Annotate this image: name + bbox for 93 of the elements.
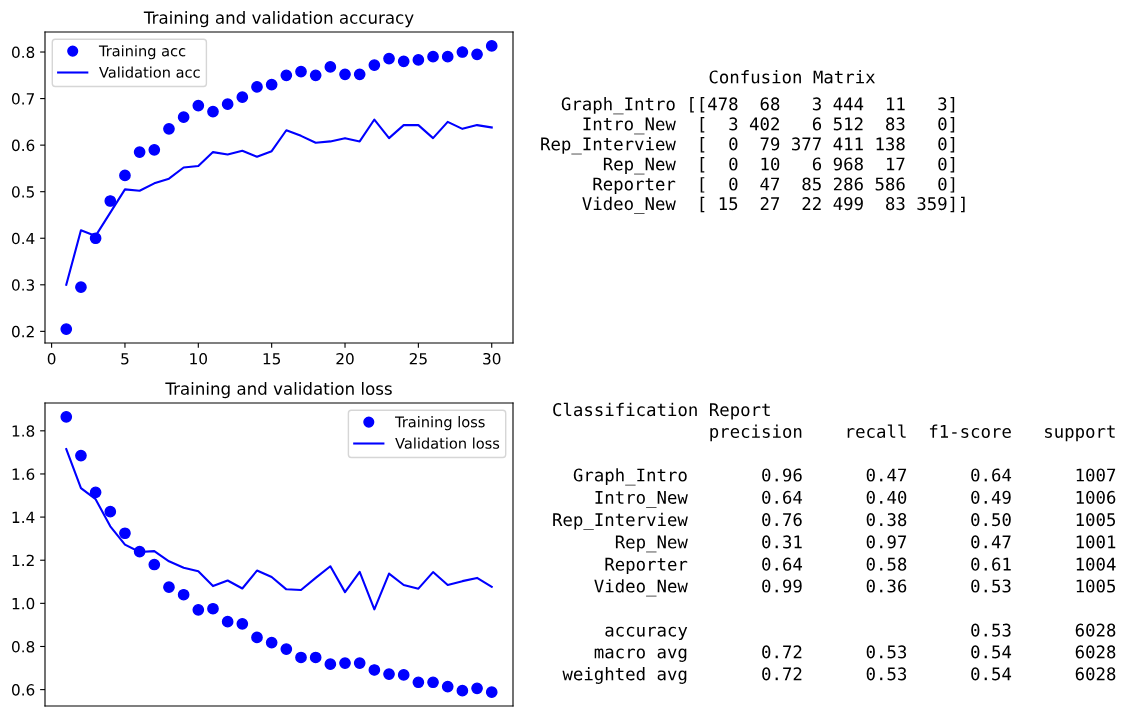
point: [177, 111, 190, 124]
y-tick-label: 0.6: [11, 684, 35, 696]
point: [353, 68, 366, 81]
y-tick-label: 0.8: [11, 46, 35, 59]
y-tick-label: 1.8: [12, 425, 35, 437]
point: [397, 55, 410, 68]
chart-title: Training and validation loss: [165, 382, 392, 399]
point: [309, 69, 322, 82]
legend-label: Validation acc: [99, 66, 200, 78]
legend-label: Training acc: [98, 45, 186, 60]
point: [280, 643, 293, 655]
point: [251, 631, 263, 644]
point: [295, 651, 307, 664]
point: [133, 146, 146, 158]
chart-title: Training and validation accuracy: [143, 11, 414, 28]
point: [177, 588, 190, 601]
point: [383, 52, 395, 65]
point: [265, 636, 278, 649]
point: [427, 676, 439, 689]
y-tick-label: 1.4: [12, 511, 35, 523]
y-tick-label: 0.6: [11, 139, 35, 152]
point: [163, 122, 175, 135]
text: Graph_Intro [[478 68 3 444 11 3] Intro_New [ 3 402 6 512 83 0] Rep_Interview [ 0 79 377 411 138 0] Rep_New [ 0 10 6 968 17 0] Reporter [ 0 47 85 286 586 0] Video_New [ 15 27 22 499 83 359]]: [541, 97, 965, 214]
point: [412, 676, 425, 689]
x-tick-label: 0: [47, 352, 56, 365]
point: [324, 658, 337, 671]
point: [221, 615, 234, 628]
y-tick-label: 1.6: [12, 468, 35, 480]
line-series: [65, 448, 493, 611]
text: Confusion Matrix: [709, 70, 875, 84]
point: [441, 680, 454, 693]
point: [207, 602, 219, 615]
point: [353, 657, 366, 669]
point: [441, 50, 454, 63]
x-tick-label: 25: [409, 352, 427, 365]
point: [236, 91, 249, 104]
point: [60, 323, 73, 335]
point: [383, 668, 395, 680]
point: [60, 410, 73, 423]
line-series: [65, 118, 493, 286]
point: [368, 664, 381, 676]
legend-label: Training loss: [395, 416, 485, 431]
point: [412, 54, 425, 66]
y-tick-label: 0.7: [11, 93, 34, 105]
y-tick-label: 1.0: [12, 597, 35, 610]
point: [339, 68, 351, 81]
point: [119, 527, 131, 540]
text: Classification Report: [553, 402, 770, 420]
y-tick-label: 0.5: [11, 186, 34, 198]
point: [119, 169, 131, 182]
point: [148, 558, 161, 571]
point: [89, 232, 102, 245]
y-tick-label: 0.8: [11, 640, 35, 653]
x-tick-label: 30: [483, 352, 501, 365]
point: [485, 686, 498, 699]
point: [368, 59, 381, 71]
point: [456, 46, 469, 58]
point: [75, 281, 87, 293]
x-tick-label: 5: [121, 353, 129, 365]
point: [133, 545, 146, 558]
y-tick-label: 0.4: [11, 232, 35, 245]
point: [324, 61, 337, 73]
point: [192, 99, 205, 112]
legend-label: Validation loss: [395, 437, 500, 449]
point: [309, 651, 322, 664]
x-tick-label: 15: [263, 353, 281, 365]
point: [89, 486, 102, 499]
point: [207, 105, 219, 118]
point: [339, 657, 351, 669]
point: [427, 50, 439, 63]
point: [148, 143, 161, 156]
y-tick-label: 1.2: [12, 554, 34, 567]
point: [471, 682, 483, 695]
point: [265, 78, 278, 91]
point: [163, 581, 175, 594]
point: [251, 81, 263, 93]
point: [104, 505, 117, 518]
point: [295, 65, 307, 78]
point: [221, 98, 234, 111]
y-tick-label: 0.3: [11, 279, 35, 291]
point: [471, 48, 483, 61]
point: [485, 40, 498, 52]
point: [192, 603, 205, 616]
x-tick-label: 20: [336, 352, 354, 365]
point: [280, 69, 293, 82]
point: [236, 617, 249, 630]
point: [104, 195, 117, 207]
x-tick-label: 10: [190, 352, 208, 365]
y-tick-label: 0.2: [11, 325, 34, 338]
point: [75, 449, 87, 462]
point: [397, 669, 410, 681]
point: [456, 684, 469, 697]
text: precision recall f1-score support Graph_Intro 0.96 0.47 0.64 1007 Intro_New 0.64 0.40 0.49 1006 Rep_Interview 0.76 0.38 0.50 1005 Rep_New 0.31 0.97 0.47 1001 Reporter 0.64 0.58 0.61 1004 Video_New 0.99 0.36 0.53 1005 accuracy 0.53 6028 macro avg 0.72 0.53 0.54 6028 weighted avg 0.72 0.53 0.54 6028: [553, 424, 1116, 684]
